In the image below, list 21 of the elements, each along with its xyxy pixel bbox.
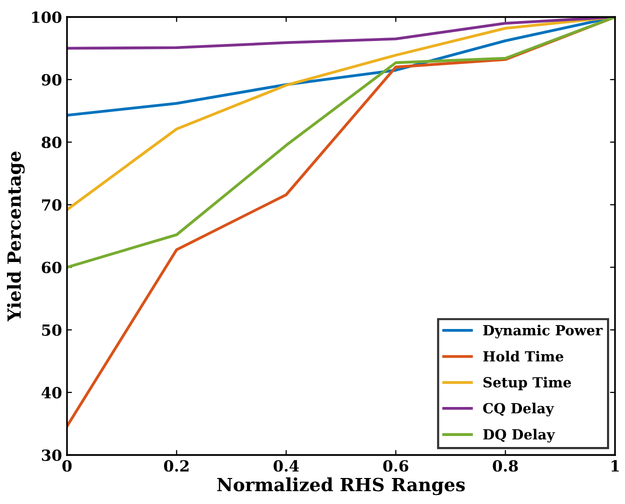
x-tick-label: 0.6 — [383, 460, 408, 472]
legend-label: CQ Delay — [483, 402, 554, 416]
legend-label: DQ Delay — [483, 428, 556, 442]
y-tick-label: 80 — [42, 136, 62, 148]
x-tick-label: 1 — [612, 460, 619, 472]
legend-label: Dynamic Power — [483, 324, 603, 338]
y-axis-title: Yield Percentage — [6, 152, 25, 322]
y-tick-label: 40 — [42, 386, 62, 398]
legend-label: Hold Time — [483, 350, 564, 362]
x-tick-label: 0.2 — [164, 460, 189, 472]
legend-label: Setup Time — [483, 376, 572, 390]
y-tick-label: 70 — [42, 199, 62, 211]
x-axis-title: Normalized RHS Ranges — [217, 477, 465, 496]
y-tick-label: 60 — [42, 262, 62, 274]
y-tick-label: 100 — [32, 11, 62, 24]
x-tick-label: 0.8 — [492, 460, 518, 472]
y-tick-label: 30 — [42, 449, 62, 462]
x-tick-label: 0.4 — [274, 460, 299, 472]
x-tick-label: 0 — [62, 460, 72, 472]
y-tick-label: 50 — [42, 324, 62, 336]
y-tick-label: 90 — [42, 74, 62, 86]
